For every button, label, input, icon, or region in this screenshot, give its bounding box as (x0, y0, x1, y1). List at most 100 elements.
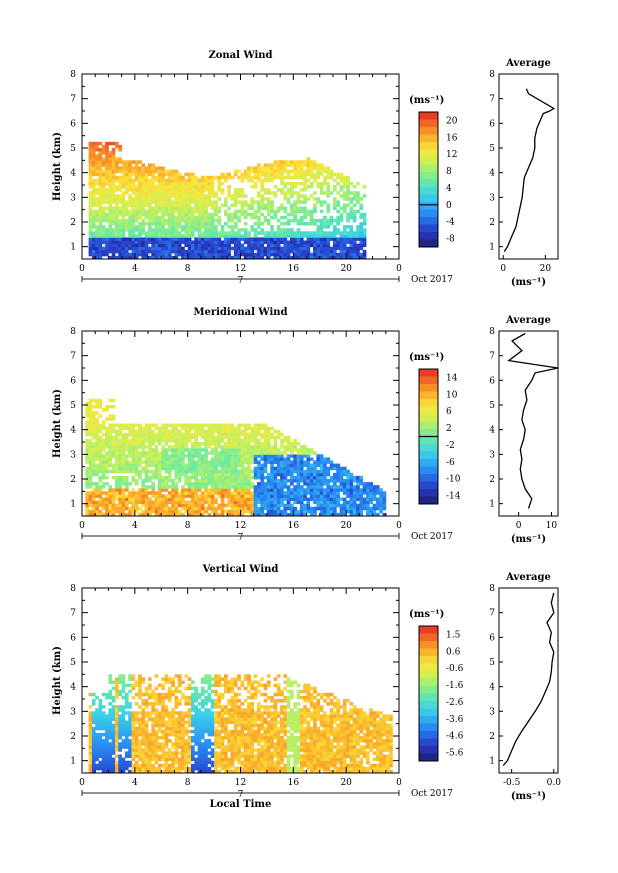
heat-cell (131, 166, 136, 170)
heat-cell (263, 240, 268, 244)
heat-cell (260, 181, 264, 186)
heat-cell (359, 225, 364, 229)
heat-cell (263, 448, 268, 452)
heat-cell (260, 423, 264, 427)
heat-cell (316, 166, 321, 170)
heat-cell (247, 203, 251, 207)
heat-cell (148, 203, 152, 207)
heat-cell (181, 448, 185, 452)
heat-cell (207, 191, 212, 195)
heat-cell (250, 175, 255, 180)
heat-cell (293, 252, 297, 257)
heat-cell (283, 509, 288, 514)
heat-cell (266, 191, 271, 195)
heat-cell (375, 491, 380, 495)
heat-cell (115, 188, 119, 192)
heat-cell (319, 503, 324, 508)
heat-cell (220, 255, 225, 260)
heat-cell (118, 485, 122, 489)
heat-cell (293, 463, 297, 468)
heat-cell (101, 163, 106, 167)
heat-cell (290, 509, 294, 514)
heat-cell (237, 240, 241, 244)
heat-cell (280, 206, 284, 211)
heat-cell (161, 438, 165, 443)
heat-cell (303, 503, 307, 508)
heat-cell (91, 763, 96, 768)
heat-cell (352, 215, 357, 220)
heat-cell (115, 175, 119, 180)
heat-cell (323, 494, 327, 498)
heat-cell (184, 197, 189, 201)
heat-cell (101, 252, 106, 257)
heat-cell (250, 435, 255, 440)
heat-cell (118, 157, 122, 161)
heat-cell (283, 231, 288, 235)
heat-cell (98, 423, 103, 427)
profile-line (503, 88, 556, 252)
heat-cell (85, 466, 89, 471)
heat-cell (333, 228, 337, 232)
heat-cell (362, 215, 367, 220)
heat-cell (290, 255, 294, 260)
heat-cell (98, 252, 103, 257)
heat-cell (108, 163, 113, 167)
heat-cell (181, 460, 185, 464)
heat-cell (346, 503, 350, 508)
heat-cell (290, 506, 294, 511)
heat-cell (247, 494, 251, 498)
heat-cell (270, 169, 274, 174)
heat-cell (296, 460, 301, 464)
heat-cell (115, 141, 119, 146)
heat-cell (164, 506, 169, 511)
heat-cell (247, 252, 251, 257)
heat-cell (290, 497, 294, 501)
heat-cell (306, 243, 311, 248)
heat-cell (157, 736, 162, 740)
heat-cell (98, 509, 103, 514)
heat-cell (88, 475, 93, 480)
heat-cell (191, 482, 195, 486)
heat-cell (227, 485, 231, 489)
heat-cell (128, 491, 132, 495)
heat-cell (174, 460, 179, 464)
heat-cell (121, 469, 126, 474)
heat-cell (128, 209, 132, 214)
heat-cell (220, 231, 225, 235)
heat-cell (134, 169, 139, 174)
heat-cell (144, 751, 149, 755)
y-tick-label: 1 (70, 500, 76, 510)
heat-cell (200, 494, 205, 498)
heat-cell (144, 491, 149, 495)
heat-cell (191, 454, 195, 458)
heat-cell (286, 435, 291, 440)
heat-cell (85, 500, 89, 505)
heat-cell (177, 503, 182, 508)
heat-cell (124, 494, 129, 498)
heat-cell (243, 169, 248, 174)
heat-cell (128, 674, 132, 678)
heat-cell (220, 175, 225, 180)
heat-cell (88, 469, 93, 474)
heat-cell (131, 497, 136, 501)
heat-cell (303, 460, 307, 464)
heat-cell (128, 732, 132, 737)
heat-cell (105, 751, 109, 755)
heat-cell (121, 488, 126, 492)
heat-cell (220, 225, 225, 229)
heat-cell (121, 708, 126, 712)
heat-cell (270, 445, 274, 449)
heat-cell (98, 457, 103, 461)
heat-cell (128, 683, 132, 688)
heat-cell (85, 445, 89, 449)
heat-cell (270, 500, 274, 505)
heat-cell (240, 509, 245, 514)
heat-cell (141, 732, 146, 737)
heat-cell (204, 240, 208, 244)
heat-cell (124, 699, 129, 703)
heat-cell (299, 206, 304, 211)
heat-cell (260, 200, 264, 204)
heat-cell (230, 234, 235, 238)
heat-cell (154, 191, 159, 195)
